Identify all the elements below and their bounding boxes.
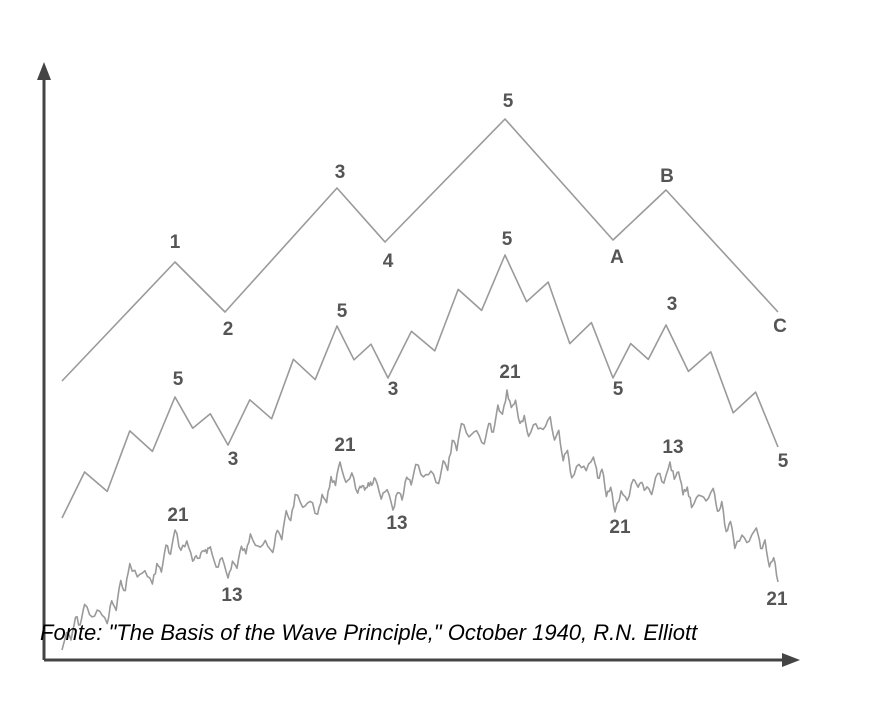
wave-label: 5 — [502, 229, 513, 250]
wave-label: 2 — [223, 319, 234, 340]
wave-label: 5 — [778, 451, 789, 472]
wave-intermediate — [61, 389, 779, 651]
wave-label: 13 — [662, 437, 683, 458]
wave-label: 3 — [335, 162, 346, 183]
wave-label: 21 — [499, 362, 521, 383]
wave-label: 21 — [334, 435, 356, 456]
wave-label: 13 — [221, 585, 242, 606]
wave-label: A — [610, 247, 624, 268]
y-axis-arrow — [37, 62, 51, 80]
wave-label: 5 — [613, 379, 624, 400]
wave-label: 3 — [388, 379, 399, 400]
wave-label: 21 — [609, 517, 631, 538]
wave-label: 5 — [503, 91, 514, 112]
wave-label: C — [773, 316, 787, 337]
wave-label: 21 — [766, 589, 788, 610]
x-axis-arrow — [782, 653, 800, 667]
wave-label: 21 — [167, 505, 189, 526]
wave-cycle — [61, 118, 779, 382]
wave-label: B — [660, 166, 674, 187]
wave-label: 4 — [383, 251, 394, 272]
wave-label: 3 — [667, 294, 678, 315]
wave-primary — [61, 254, 779, 519]
wave-label: 3 — [228, 449, 239, 470]
wave-label: 5 — [173, 369, 184, 390]
wave-label: 1 — [170, 232, 181, 253]
wave-label: 13 — [386, 513, 407, 534]
caption: Fonte: "The Basis of the Wave Principle,… — [40, 620, 698, 645]
wave-label: 5 — [337, 301, 348, 322]
